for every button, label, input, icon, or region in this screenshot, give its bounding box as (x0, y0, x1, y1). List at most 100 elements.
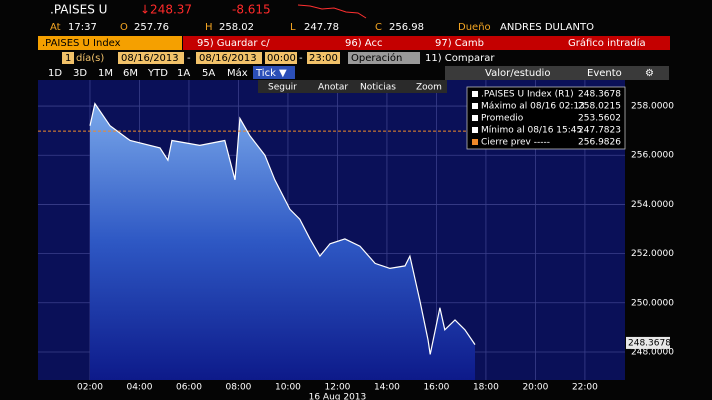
ohlc-label: C (375, 22, 382, 33)
x-tick-label: 06:00 (176, 383, 202, 393)
ohlc: O 257.76 H 258.02 L 247.78 C 256.98 (120, 22, 424, 33)
legend-value: 248.3678 (578, 90, 621, 100)
period-button[interactable]: Máx (227, 67, 248, 79)
y-tick-label: 256.0000 (631, 151, 674, 161)
tool-bar (258, 80, 447, 93)
x-tick-label: 18:00 (473, 383, 499, 393)
legend-value: 253.5602 (578, 114, 621, 124)
menu-button[interactable]: 95) Guardar c/ (197, 38, 270, 49)
panel-bar (445, 66, 669, 80)
security-box[interactable] (38, 36, 182, 50)
tick-box[interactable] (253, 66, 295, 79)
legend-swatch (472, 103, 478, 109)
sparkline (297, 4, 367, 19)
ohlc-value: 256.98 (389, 22, 424, 33)
time: 17:37 (68, 22, 97, 33)
legend-swatch (472, 91, 478, 97)
legend-swatch (472, 139, 478, 145)
panel-value[interactable]: Valor/estudio (485, 68, 550, 79)
period-button[interactable]: 1D (48, 68, 62, 79)
ohlc-label: L (290, 22, 296, 33)
y-tick-label: 250.0000 (631, 298, 674, 308)
y-tick-label: 252.0000 (631, 249, 674, 259)
legend-swatch (472, 127, 478, 133)
x-axis-title: 16 Aug 2013 (309, 393, 367, 400)
period-button[interactable]: 3D (73, 68, 87, 79)
settings-icon[interactable]: ⚙ (645, 68, 654, 79)
menu-button[interactable]: 97) Camb (435, 38, 484, 49)
period-button[interactable]: 1A (177, 68, 190, 79)
period[interactable]: 1 (65, 53, 71, 64)
legend: .PAISES U Index (R1) 248.3678 Máximo al 08… (472, 90, 621, 148)
x-tick-label: 16:00 (423, 383, 449, 393)
tools: Seguir Anotar Noticias Zoom (268, 83, 442, 93)
period-button[interactable]: 6M (123, 68, 138, 79)
menu-button[interactable]: 96) Acc (345, 38, 382, 49)
change: -8.615 (232, 3, 271, 17)
x-tick-label: 02:00 (77, 383, 103, 393)
view-title: Gráfico intradía (568, 37, 646, 49)
start-box[interactable] (118, 52, 184, 64)
x-tick-label: 14:00 (374, 383, 400, 393)
from-box[interactable] (265, 52, 297, 64)
period-unit: día(s) (76, 52, 104, 64)
end-date[interactable]: 08/16/2013 (199, 53, 257, 64)
time-separator: - (299, 53, 303, 64)
tool-button[interactable]: Zoom (416, 83, 442, 93)
period-button[interactable]: 1M (98, 68, 113, 79)
mode-box[interactable] (348, 52, 420, 64)
ohlc-label: O (120, 22, 128, 33)
x-tick-label: 10:00 (275, 383, 301, 393)
from-time[interactable]: 00:00 (267, 53, 296, 64)
legend-label: Promedio (481, 114, 524, 124)
mode[interactable]: Operación (351, 52, 402, 64)
legend-box (466, 86, 626, 150)
to-time[interactable]: 23:00 (309, 53, 338, 64)
compare[interactable]: 11) Comparar (425, 53, 495, 64)
x-tick-label: 20:00 (522, 383, 548, 393)
legend-value: 256.9826 (578, 138, 621, 148)
security[interactable]: .PAISES U Index (42, 38, 121, 49)
period-button[interactable]: Tick ▼ (255, 68, 287, 79)
owner: ANDRES DULANTO (500, 22, 594, 33)
x-tick-label: 04:00 (126, 383, 152, 393)
start-date[interactable]: 08/16/2013 (121, 53, 179, 64)
period-buttons: 1D 3D 1M 6M YTD 1A 5A Máx Tick ▼ (48, 66, 295, 79)
ohlc-value: 258.02 (219, 22, 254, 33)
area (89, 103, 476, 380)
end-box[interactable] (196, 52, 262, 64)
ticker: .PAISES U (50, 3, 107, 17)
x-tick-label: 08:00 (225, 383, 251, 393)
legend-value: 258.0215 (578, 102, 621, 112)
period-box[interactable] (62, 52, 74, 64)
at-label: At (50, 22, 61, 33)
tool-button[interactable]: Noticias (360, 83, 396, 93)
y-tick-label: 258.0000 (631, 102, 674, 112)
legend-value: 247.7823 (578, 126, 621, 136)
legend-label: .PAISES U Index (R1) (481, 90, 574, 100)
period-button[interactable]: YTD (147, 68, 168, 79)
period-button[interactable]: 5A (202, 68, 215, 79)
panel-event[interactable]: Evento (587, 68, 622, 79)
to-box[interactable] (307, 52, 340, 64)
menu-buttons: 95) Guardar c/96) Acc 97) Camb (197, 38, 484, 49)
y-tick-label: 254.0000 (631, 200, 674, 210)
menu-bar (183, 36, 670, 50)
legend-label: Mínimo al 08/16 15:45 (481, 126, 582, 136)
legend-label: Máximo al 08/16 02:13 (481, 102, 585, 112)
tool-button[interactable]: Seguir (268, 83, 297, 93)
current-price-box (626, 336, 670, 349)
ohlc-value: 257.76 (134, 22, 169, 33)
ohlc-value: 247.78 (304, 22, 339, 33)
date-separator: - (187, 53, 191, 64)
tool-button[interactable]: Anotar (318, 83, 348, 93)
legend-swatch (472, 115, 478, 121)
owner-label: Dueño (458, 22, 491, 33)
x-tick-label: 22:00 (572, 383, 598, 393)
x-tick-label: 12:00 (324, 383, 350, 393)
price-line (89, 102, 476, 355)
ohlc-label: H (205, 22, 213, 33)
y-tick-label: 248.0000 (631, 347, 674, 357)
